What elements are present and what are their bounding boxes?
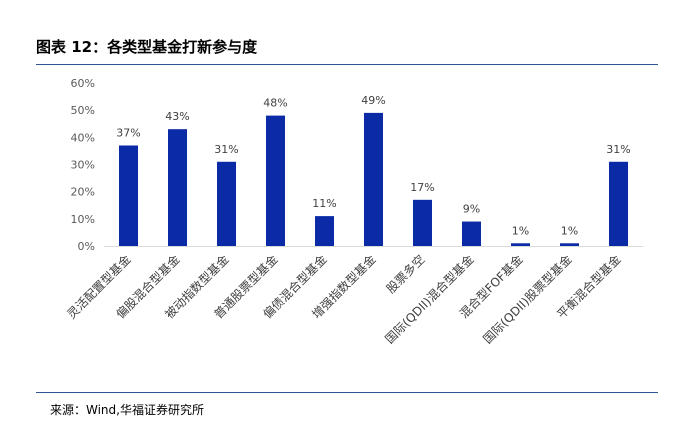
bar	[364, 112, 383, 246]
data-label: 37%	[116, 126, 140, 139]
data-label: 31%	[214, 143, 238, 156]
data-label: 17%	[410, 181, 434, 194]
x-category-label: 股票多空	[384, 252, 428, 296]
x-axis-labels: 灵活配置型基金偏股混合型基金被动指数型基金普通股票型基金偏债混合型基金增强指数型…	[64, 252, 624, 347]
bar	[560, 243, 579, 246]
data-label: 43%	[165, 110, 189, 123]
y-tick-label: 60%	[71, 77, 95, 90]
y-tick-label: 10%	[71, 213, 95, 226]
top-divider	[36, 64, 658, 65]
bar	[315, 216, 334, 246]
bar	[168, 129, 187, 246]
data-label: 9%	[463, 203, 480, 216]
y-axis: 0% 10% 20% 30% 40% 50% 60%	[71, 77, 643, 253]
data-label: 48%	[263, 97, 287, 110]
bottom-divider	[36, 392, 658, 393]
x-category-label: 国际(QDII)混合型基金	[382, 252, 477, 347]
bar	[609, 161, 628, 246]
y-tick-label: 30%	[71, 159, 95, 172]
figure-title: 图表 12：各类型基金打新参与度	[36, 38, 258, 56]
bar	[413, 199, 432, 246]
x-category-label: 国际(QDII)股票型基金	[480, 252, 575, 347]
bar	[511, 243, 530, 246]
data-label: 11%	[312, 197, 336, 210]
y-tick-label: 0%	[78, 240, 95, 253]
bar	[266, 115, 285, 246]
y-tick-label: 50%	[71, 104, 95, 117]
data-label: 49%	[361, 94, 385, 107]
data-label: 1%	[561, 224, 578, 237]
bars	[119, 112, 628, 246]
bar	[462, 221, 481, 246]
data-label: 1%	[512, 224, 529, 237]
data-label: 31%	[606, 143, 630, 156]
data-labels: 37% 43% 31% 48% 11% 49% 17% 9% 1% 1% 31%	[116, 94, 630, 237]
bar	[217, 161, 236, 246]
y-tick-label: 20%	[71, 186, 95, 199]
bar	[119, 145, 138, 246]
y-tick-label: 40%	[71, 131, 95, 144]
source-note: 来源：Wind,华福证券研究所	[50, 403, 204, 417]
